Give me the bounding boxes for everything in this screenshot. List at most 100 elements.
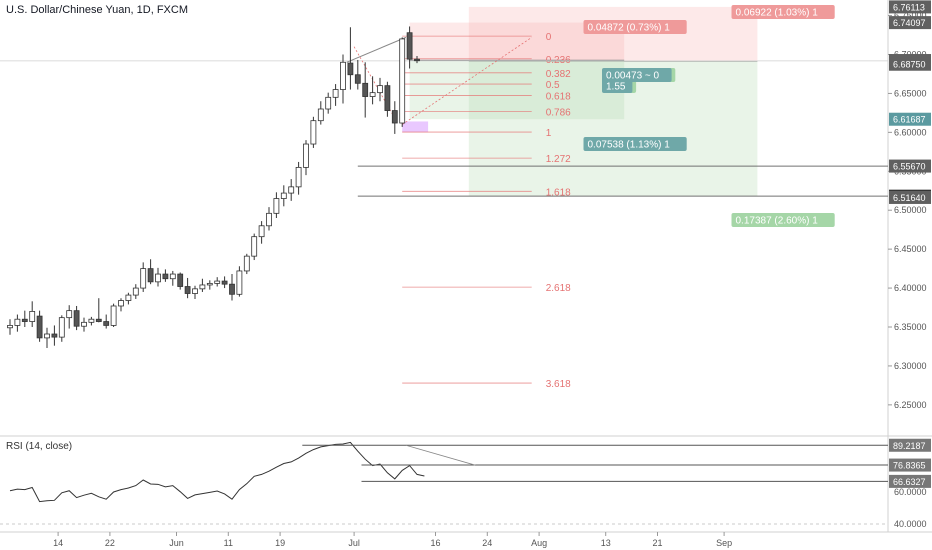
candle-body	[7, 325, 13, 329]
price-tick-label: 6.65000	[894, 88, 927, 98]
price-axis-label-text: 6.76113	[893, 2, 925, 12]
candle-body	[206, 282, 213, 286]
candle-body	[369, 92, 376, 97]
candle	[236, 266, 243, 297]
short-position-small-target-zone	[409, 60, 625, 120]
candle	[177, 272, 184, 290]
candle-body	[266, 212, 272, 227]
small-entry-label-1: 0.00473 ~ 0	[602, 68, 672, 82]
small-entry-label-1-bg	[602, 68, 672, 82]
candle-body	[229, 283, 235, 295]
candle-body	[362, 82, 369, 97]
time-tick-label: 24	[482, 538, 492, 548]
candle-body	[21, 318, 28, 322]
axes: 6.25000 6.30000 6.35000 6.40000 6.45000 6.500…	[53, 0, 931, 548]
candle-body	[273, 198, 280, 214]
rsi-level-label-bg	[889, 458, 931, 472]
rsi-tick-label: 40.0000	[894, 519, 927, 529]
candle	[21, 310, 28, 327]
candle	[14, 314, 21, 332]
candle-body	[391, 110, 398, 124]
price-axis-label: 6.68750	[889, 57, 931, 71]
short-position-large-stop-zone	[468, 6, 758, 62]
candle	[303, 140, 309, 176]
candle	[88, 316, 95, 326]
candle	[258, 221, 265, 244]
time-tick-label: 19	[275, 538, 285, 548]
price-tick-label: 6.50000	[894, 205, 927, 215]
time-tick-label: 13	[601, 538, 611, 548]
large-target-label-bg	[731, 213, 835, 227]
candle	[295, 161, 302, 195]
candle	[280, 185, 287, 207]
candle	[340, 54, 346, 104]
candle	[7, 319, 13, 335]
candle	[132, 284, 139, 299]
time-tick-label: Jul	[348, 538, 360, 548]
candle-body	[184, 286, 191, 294]
candle	[36, 310, 43, 342]
candle-body	[103, 321, 110, 326]
time-tick-label: 14	[53, 538, 63, 548]
range-highlight	[402, 121, 429, 133]
rsi-trend-line	[405, 444, 477, 466]
candle-body	[81, 321, 87, 327]
position-tools	[402, 6, 758, 197]
rsi-level-label: 89.2187	[889, 438, 931, 452]
small-entry-label-1-text: 0.00473 ~ 0	[606, 71, 660, 82]
price-axis-label-text: 6.55670	[893, 162, 926, 172]
small-stop-label-bg	[583, 20, 687, 34]
rsi-level-label-bg	[889, 438, 931, 452]
candle-body	[303, 143, 309, 168]
candle	[325, 92, 332, 114]
small-entry-label-2-bg	[602, 79, 633, 93]
candle-body	[169, 273, 176, 280]
time-tick-label: Sep	[716, 538, 732, 548]
candle-body	[414, 58, 420, 62]
candle-body	[88, 318, 95, 323]
fib-level-label: 3.618	[546, 379, 571, 390]
rsi-level-label-text: 89.2187	[893, 441, 926, 451]
price-grid	[0, 0, 932, 533]
candle-body	[384, 85, 391, 111]
rsi-title: RSI (14, close)	[6, 441, 73, 452]
fib-level-label: 0.5	[546, 80, 560, 91]
candle	[44, 327, 50, 349]
horizontal-lines	[0, 60, 888, 197]
price-axis-label-text: 6.51640	[893, 193, 926, 203]
candle	[384, 81, 391, 117]
candle-body	[236, 270, 243, 295]
candle	[192, 285, 198, 299]
fib-level-label: 1	[546, 128, 552, 139]
rsi-tick-label: 60.0000	[894, 487, 927, 497]
symbol-title: U.S. Dollar/Chinese Yuan, 1D, FXCM	[6, 4, 188, 16]
candle-body	[347, 62, 354, 76]
fib-level-label: 2.618	[546, 283, 571, 294]
candle	[118, 298, 124, 312]
candle-body	[399, 38, 406, 124]
candle-body	[377, 85, 383, 94]
candle-body	[110, 305, 117, 326]
candle-body	[29, 311, 36, 322]
candle-body	[310, 120, 317, 145]
candle-body	[325, 96, 332, 110]
rsi-level-label-bg	[889, 474, 931, 488]
rsi-level-label-text: 66.6327	[893, 477, 926, 487]
fib-level-label: 0.786	[546, 107, 571, 118]
price-axis-label-bg	[889, 159, 931, 173]
price-axis-label-bg	[889, 57, 931, 71]
price-axis-label: 6.55670	[889, 159, 931, 173]
candle	[51, 325, 58, 346]
fib-level-label: 0.236	[546, 55, 571, 66]
small-target-label: 0.07538 (1.13%) 1	[583, 137, 687, 151]
rsi-level-label: 66.6327	[889, 474, 931, 488]
candle-body	[155, 273, 161, 283]
candle	[310, 116, 317, 148]
candle	[58, 315, 65, 342]
candle-body	[118, 300, 124, 307]
candle-body	[162, 273, 169, 280]
candle-body	[295, 166, 302, 188]
price-axis-label-bg	[889, 112, 931, 126]
